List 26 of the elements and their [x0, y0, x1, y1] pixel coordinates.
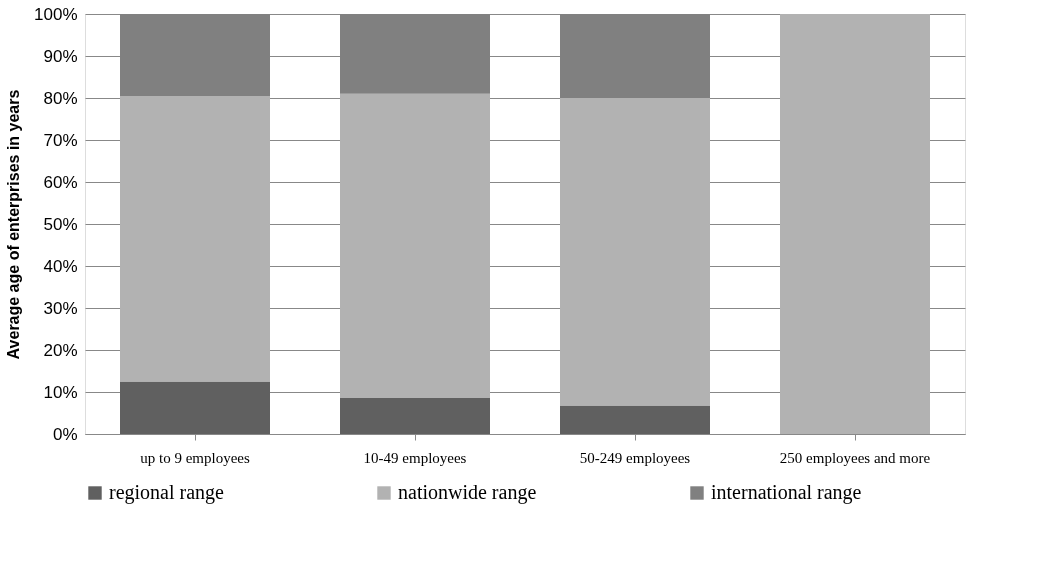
- y-tick-label: 90%: [43, 46, 78, 66]
- bar: [780, 14, 930, 434]
- legend-label: nationwide range: [398, 481, 537, 504]
- y-tick-label: 10%: [43, 382, 78, 402]
- x-tick-label: 250 employees and more: [779, 449, 931, 466]
- y-tick-label: 80%: [43, 88, 78, 108]
- y-tick-label: 30%: [43, 298, 78, 318]
- bar: [120, 381, 270, 434]
- bar: [560, 405, 710, 434]
- legend-label: international range: [711, 481, 862, 504]
- bar: [340, 93, 490, 398]
- y-axis-title: Average age of enterprises in years: [5, 89, 23, 360]
- y-tick-label: 0%: [52, 424, 78, 444]
- y-tick-label: 20%: [43, 340, 78, 360]
- legend-label: regional range: [109, 481, 225, 504]
- bar: [340, 397, 490, 434]
- y-tick-label: 100%: [34, 4, 78, 24]
- y-tick-label: 70%: [43, 130, 78, 150]
- bar: [560, 98, 710, 406]
- y-tick-label: 60%: [43, 172, 78, 192]
- x-tick-label: 10-49 employees: [363, 449, 467, 466]
- y-tick-label: 40%: [43, 256, 78, 276]
- bar: [120, 95, 270, 382]
- x-tick-label: 50-249 employees: [579, 449, 691, 466]
- x-tick-label: up to 9 employees: [140, 449, 250, 466]
- y-tick-label: 50%: [43, 214, 78, 234]
